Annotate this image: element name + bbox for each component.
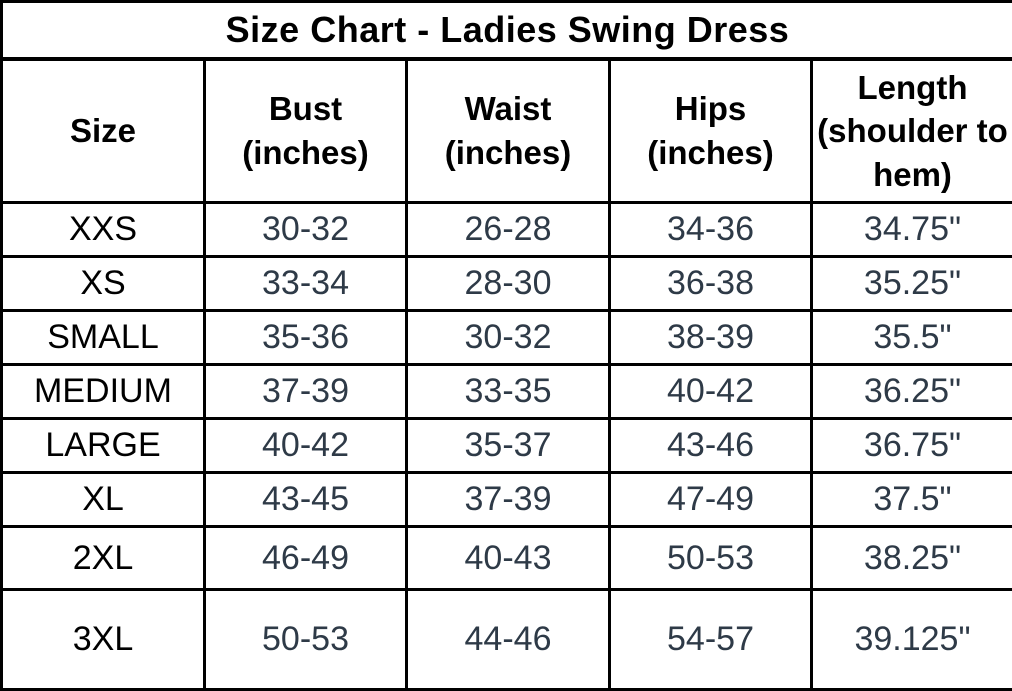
- table-row-xl: XL 43-45 37-39 47-49 37.5": [2, 473, 1012, 527]
- cell-waist: 30-32: [407, 311, 610, 365]
- cell-hips: 36-38: [610, 257, 812, 311]
- cell-hips: 43-46: [610, 419, 812, 473]
- cell-size: XXS: [2, 203, 205, 257]
- cell-bust: 33-34: [205, 257, 407, 311]
- table-row-xxs: XXS 30-32 26-28 34-36 34.75": [2, 203, 1012, 257]
- cell-waist: 40-43: [407, 527, 610, 590]
- cell-size: XL: [2, 473, 205, 527]
- cell-bust: 30-32: [205, 203, 407, 257]
- cell-length: 38.25": [812, 527, 1012, 590]
- cell-waist: 37-39: [407, 473, 610, 527]
- column-header-hips: Hips (inches): [610, 59, 812, 203]
- cell-bust: 37-39: [205, 365, 407, 419]
- cell-hips: 40-42: [610, 365, 812, 419]
- cell-length: 34.75": [812, 203, 1012, 257]
- cell-bust: 46-49: [205, 527, 407, 590]
- table-row-xs: XS 33-34 28-30 36-38 35.25": [2, 257, 1012, 311]
- cell-waist: 33-35: [407, 365, 610, 419]
- table-row-medium: MEDIUM 37-39 33-35 40-42 36.25": [2, 365, 1012, 419]
- cell-bust: 35-36: [205, 311, 407, 365]
- cell-size: LARGE: [2, 419, 205, 473]
- column-header-length: Length (shoulder to hem): [812, 59, 1012, 203]
- cell-size: SMALL: [2, 311, 205, 365]
- cell-length: 35.25": [812, 257, 1012, 311]
- cell-hips: 38-39: [610, 311, 812, 365]
- table-row-small: SMALL 35-36 30-32 38-39 35.5": [2, 311, 1012, 365]
- cell-length: 37.5": [812, 473, 1012, 527]
- column-header-row: Size Bust (inches) Waist (inches) Hips (…: [2, 59, 1012, 203]
- column-header-waist: Waist (inches): [407, 59, 610, 203]
- cell-hips: 50-53: [610, 527, 812, 590]
- cell-waist: 26-28: [407, 203, 610, 257]
- cell-size: 3XL: [2, 590, 205, 690]
- cell-waist: 44-46: [407, 590, 610, 690]
- cell-length: 36.25": [812, 365, 1012, 419]
- cell-hips: 54-57: [610, 590, 812, 690]
- cell-waist: 28-30: [407, 257, 610, 311]
- cell-length: 36.75": [812, 419, 1012, 473]
- cell-hips: 47-49: [610, 473, 812, 527]
- cell-bust: 50-53: [205, 590, 407, 690]
- cell-length: 39.125": [812, 590, 1012, 690]
- cell-bust: 43-45: [205, 473, 407, 527]
- cell-hips: 34-36: [610, 203, 812, 257]
- table-row-2xl: 2XL 46-49 40-43 50-53 38.25": [2, 527, 1012, 590]
- cell-waist: 35-37: [407, 419, 610, 473]
- cell-bust: 40-42: [205, 419, 407, 473]
- column-header-bust: Bust (inches): [205, 59, 407, 203]
- cell-length: 35.5": [812, 311, 1012, 365]
- chart-title: Size Chart - Ladies Swing Dress: [2, 2, 1012, 60]
- table-row-3xl: 3XL 50-53 44-46 54-57 39.125": [2, 590, 1012, 690]
- cell-size: MEDIUM: [2, 365, 205, 419]
- cell-size: XS: [2, 257, 205, 311]
- cell-size: 2XL: [2, 527, 205, 590]
- column-header-size: Size: [2, 59, 205, 203]
- table-row-large: LARGE 40-42 35-37 43-46 36.75": [2, 419, 1012, 473]
- title-row: Size Chart - Ladies Swing Dress: [2, 2, 1012, 60]
